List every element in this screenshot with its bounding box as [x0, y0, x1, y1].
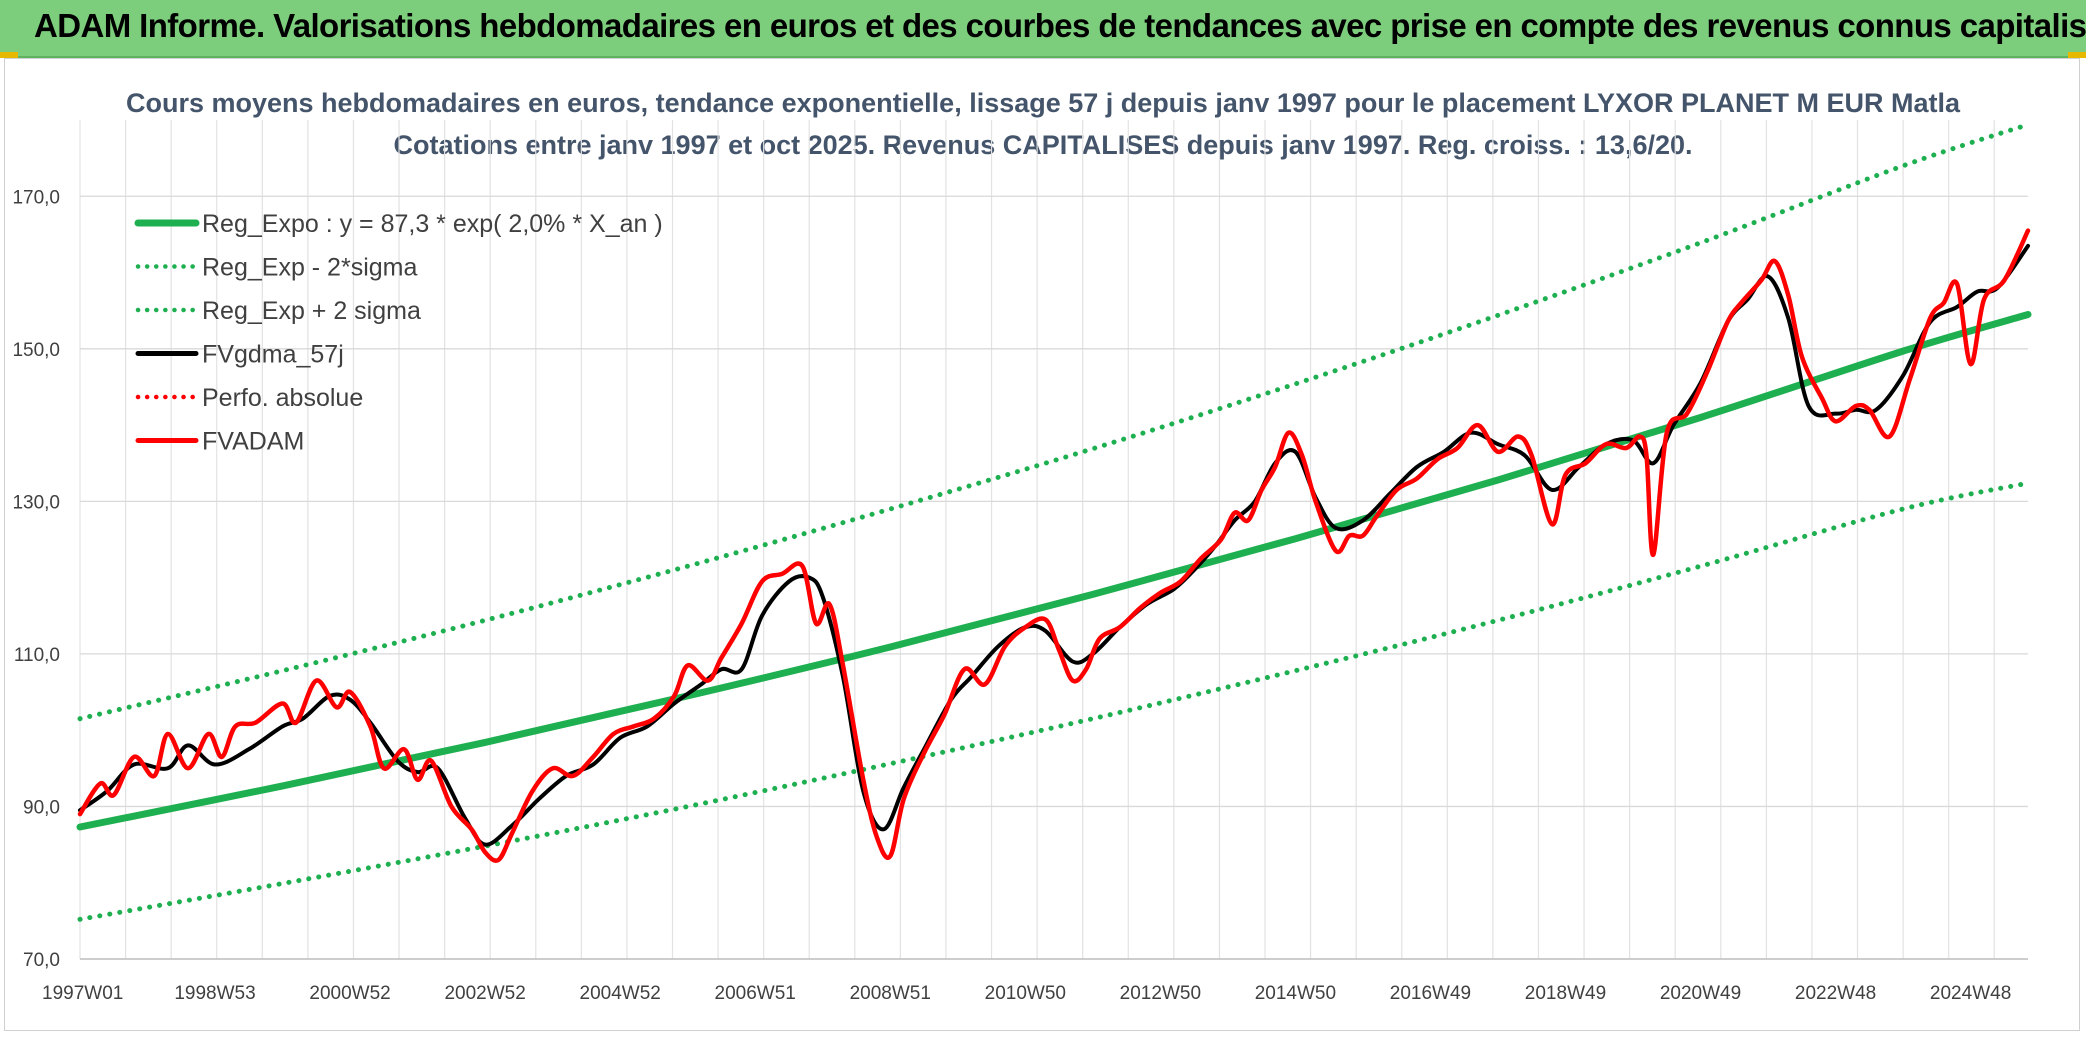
- x-tick-label: 2024W48: [1930, 983, 2011, 1004]
- y-tick-label: 150,0: [12, 340, 60, 361]
- series-lines: [76, 122, 2032, 922]
- x-tick-label: 2002W52: [444, 983, 525, 1004]
- legend-label: Reg_Exp + 2 sigma: [202, 297, 421, 325]
- axes: 70,0 90,0 110,0 130,0 150,0 170,0 1997W01 1998W…: [12, 187, 2028, 1004]
- series-fvadam: [77, 228, 2031, 863]
- x-tick-label: 2006W51: [715, 983, 796, 1004]
- legend-label: Reg_Expo : y = 87,3 * exp( 2,0% * X_an ): [202, 210, 663, 238]
- legend-label: FVADAM: [202, 428, 304, 456]
- series-fvgdma-57j: [78, 243, 2030, 847]
- x-tick-label: 2010W50: [985, 983, 1066, 1004]
- x-tick-label: 2022W48: [1795, 983, 1876, 1004]
- x-tick-label: 2008W51: [850, 983, 931, 1004]
- y-tick-label: 90,0: [23, 797, 60, 818]
- y-tick-label: 170,0: [12, 187, 60, 208]
- x-tick-label: 2014W50: [1255, 983, 1336, 1004]
- legend-label: FVgdma_57j: [202, 341, 344, 369]
- series-reg-exp-plus-2sigma: [77, 122, 2031, 722]
- legend: Reg_Expo : y = 87,3 * exp( 2,0% * X_an )…: [134, 210, 663, 456]
- banner-corner-left: [0, 52, 18, 58]
- banner-corner-right: [2068, 52, 2086, 58]
- x-tick-label: 1997W01: [42, 983, 123, 1004]
- legend-label: Perfo. absolue: [202, 384, 363, 412]
- y-tick-label: 110,0: [14, 645, 60, 666]
- x-tick-label: 2012W50: [1120, 983, 1201, 1004]
- series-reg-expo: [76, 311, 2032, 831]
- x-tick-label: 2020W49: [1660, 983, 1741, 1004]
- y-tick-label: 70,0: [23, 950, 60, 971]
- grid: [79, 120, 2028, 960]
- chart-title: Cours moyens hebdomadaires en euros, ten…: [125, 88, 1961, 118]
- x-tick-label: 1998W53: [174, 983, 255, 1004]
- chart-frame: [4, 58, 2080, 1031]
- report-banner: ADAM Informe. Valorisations hebdomadaire…: [0, 0, 2086, 58]
- legend-label: Reg_Exp - 2*sigma: [202, 254, 417, 282]
- x-tick-label: 2018W49: [1525, 983, 1606, 1004]
- chart-subtitle: Cotations entre janv 1997 et oct 2025. R…: [393, 130, 1693, 160]
- y-tick-label: 130,0: [12, 492, 60, 513]
- x-tick-label: 2016W49: [1390, 983, 1471, 1004]
- report-title: ADAM Informe. Valorisations hebdomadaire…: [34, 7, 2086, 44]
- x-tick-label: 2004W52: [580, 983, 661, 1004]
- x-tick-label: 2000W52: [309, 983, 390, 1004]
- series-reg-exp-minus-2sigma: [77, 480, 2031, 922]
